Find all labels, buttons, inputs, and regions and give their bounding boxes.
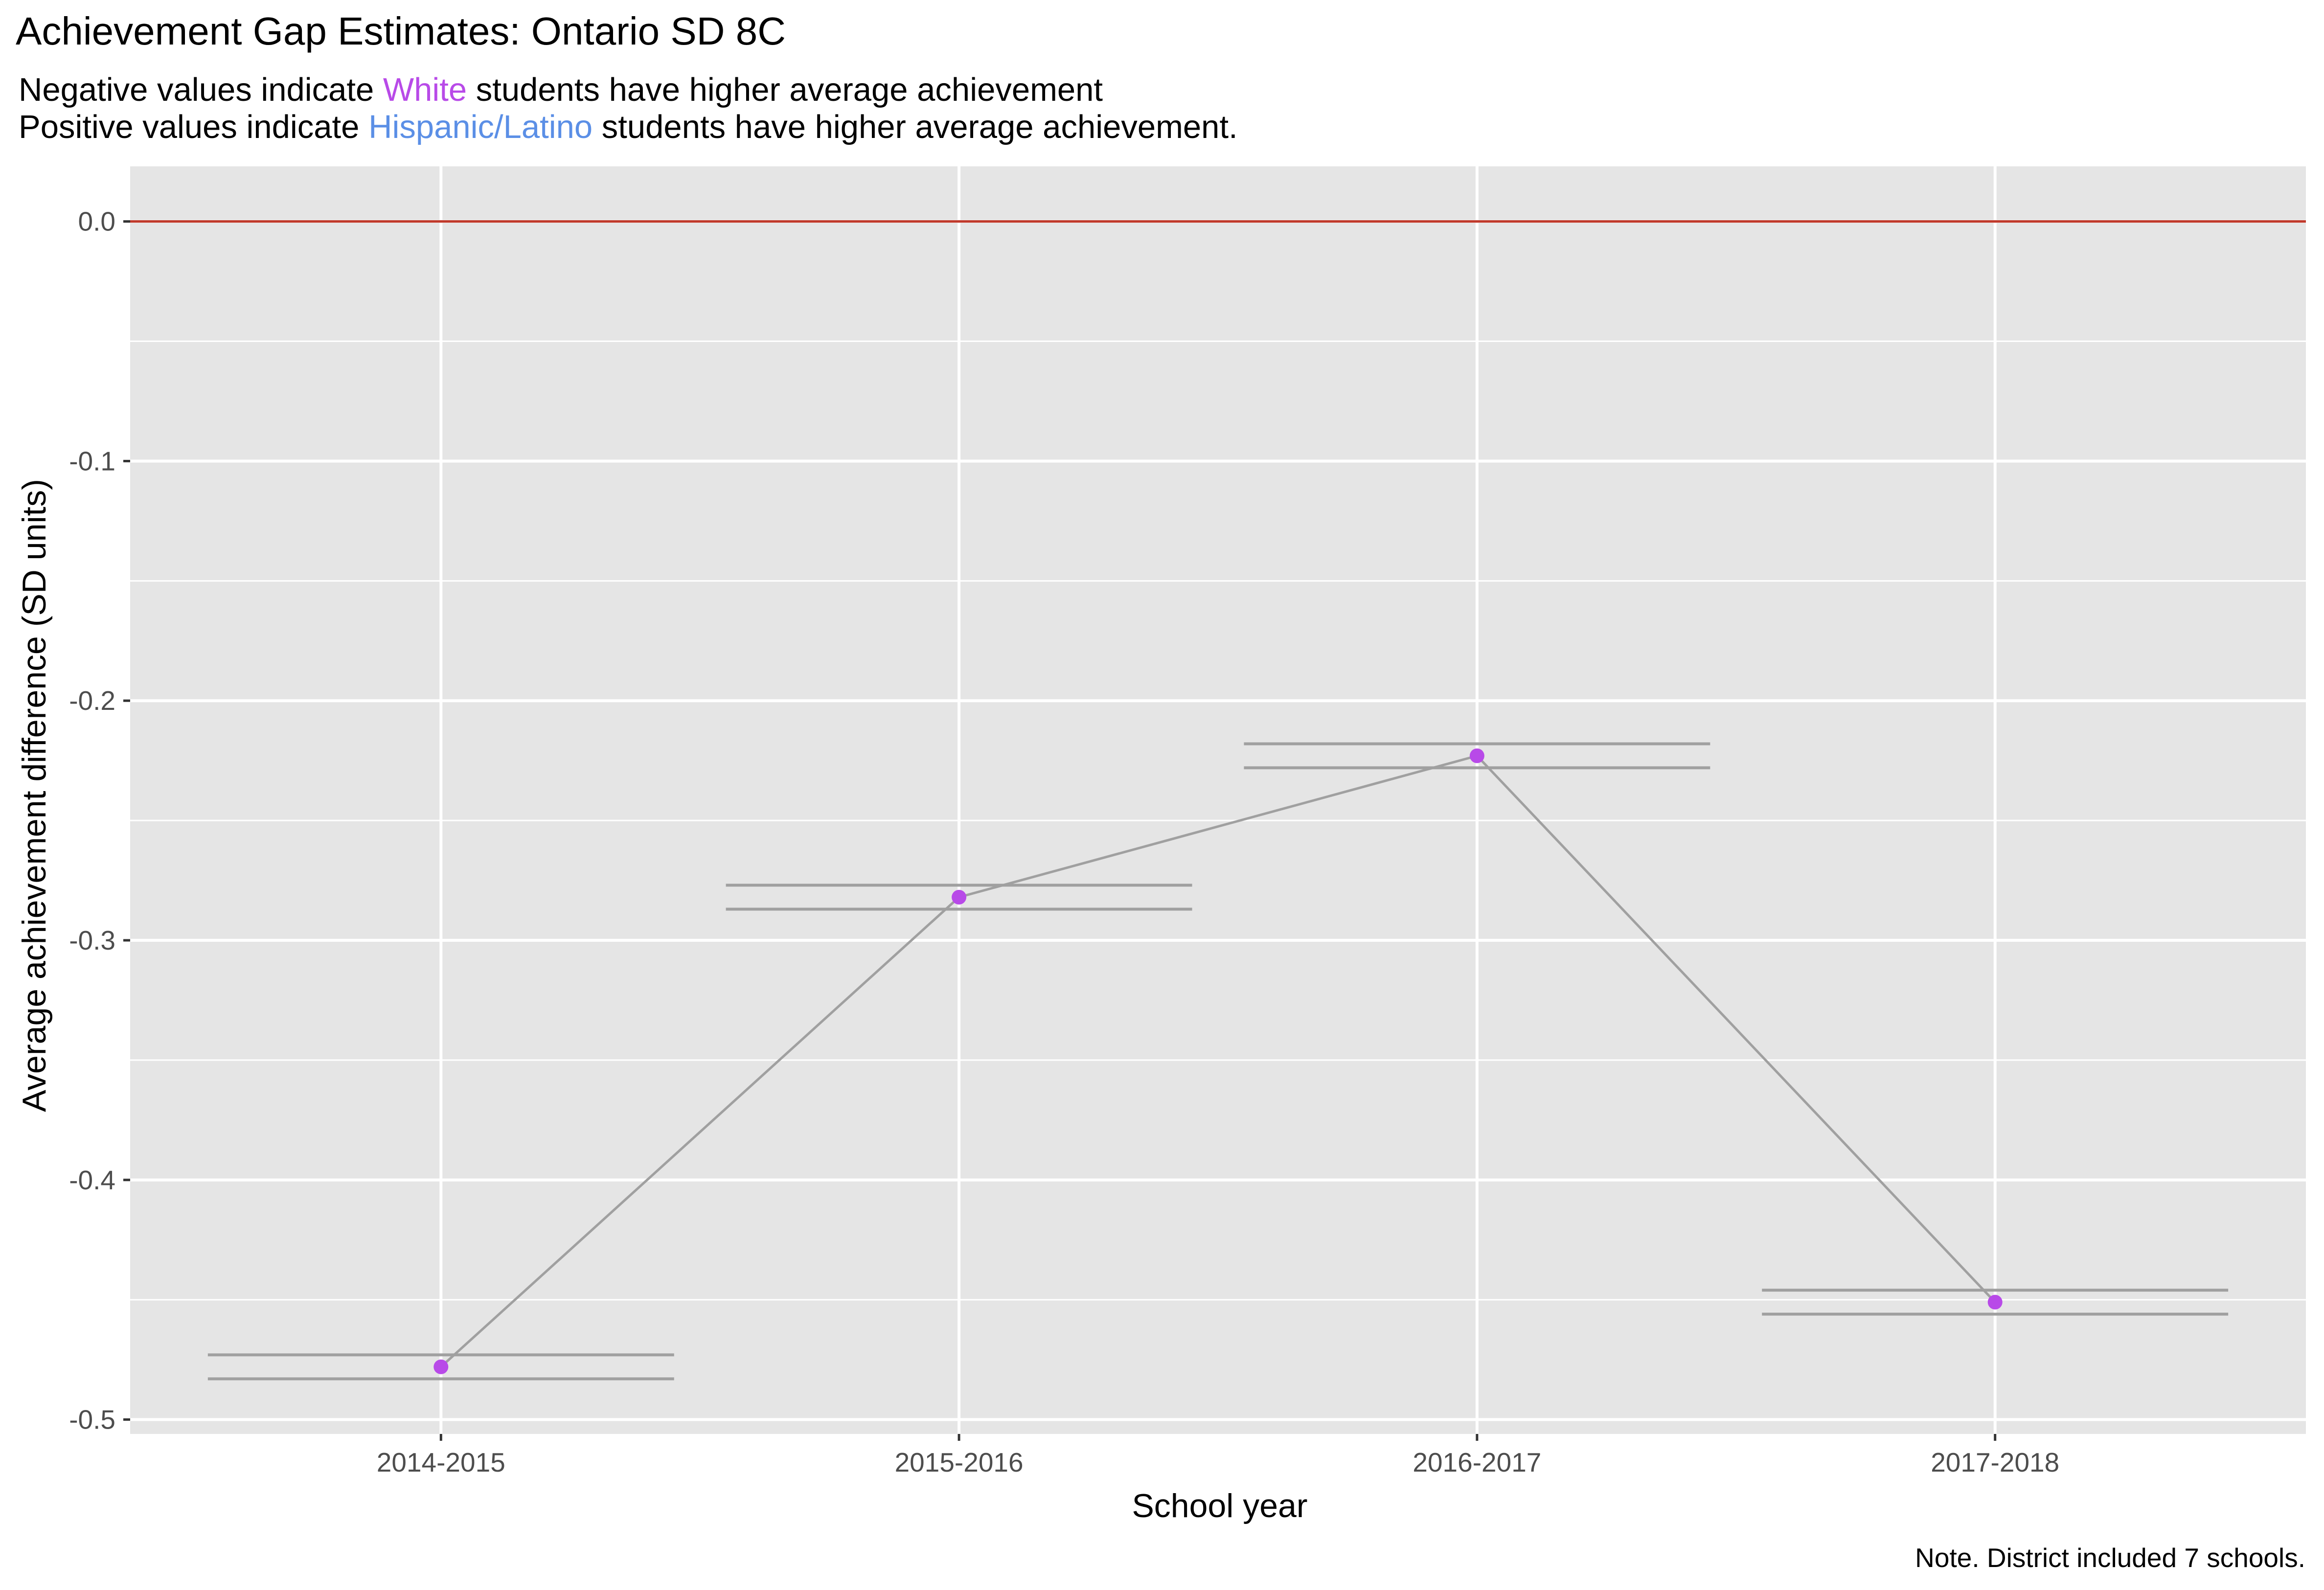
y-tick-label: -0.5 (69, 1405, 115, 1435)
x-tick-label: 2015-2016 (895, 1447, 1024, 1477)
x-tick-label: 2014-2015 (377, 1447, 505, 1477)
y-tick-label: -0.1 (69, 446, 115, 476)
series-connector-lines (440, 754, 1996, 1368)
subtitle-2-prefix: Positive values indicate (19, 109, 369, 145)
data-point (952, 889, 967, 905)
y-tick-label: -0.4 (69, 1165, 115, 1195)
y-tick-label: 0.0 (78, 206, 115, 237)
x-tick-label: 2017-2018 (1931, 1447, 2059, 1477)
data-point (1987, 1295, 2003, 1310)
y-axis-ticks: 0.0 -0.1 -0.2 -0.3 -0.4 -0.5 (69, 206, 130, 1435)
interval-bars (207, 742, 2229, 1381)
subtitle-line-2: Positive values indicate Hispanic/Latino… (19, 108, 1238, 146)
footnote: Note. District included 7 schools. (1915, 1543, 2305, 1573)
grid-minor (130, 341, 2306, 1301)
subtitle-line-1: Negative values indicate White students … (19, 71, 1103, 109)
subtitle-1-suffix: students have higher average achievement (467, 71, 1103, 108)
x-tick-label: 2016-2017 (1413, 1447, 1541, 1477)
data-point (433, 1359, 449, 1374)
x-axis-title: School year (1132, 1487, 1308, 1524)
subtitle-1-prefix: Negative values indicate (19, 71, 383, 108)
subtitle-2-suffix: students have higher average achievement… (592, 109, 1238, 145)
data-point (1469, 748, 1484, 763)
x-axis-ticks: 2014-2015 2015-2016 2016-2017 2017-2018 (377, 1434, 2059, 1477)
subtitle-hispanic-highlight: Hispanic/Latino (368, 109, 593, 145)
y-axis-title: Average achievement difference (SD units… (16, 479, 53, 1112)
y-tick-label: -0.3 (69, 925, 115, 955)
chart-title: Achievement Gap Estimates: Ontario SD 8C (16, 9, 786, 53)
y-tick-label: -0.2 (69, 685, 115, 716)
plot-panel (130, 166, 2306, 1434)
series-line (440, 754, 1996, 1368)
subtitle-white-highlight: White (383, 71, 467, 108)
series-points (433, 748, 2003, 1374)
